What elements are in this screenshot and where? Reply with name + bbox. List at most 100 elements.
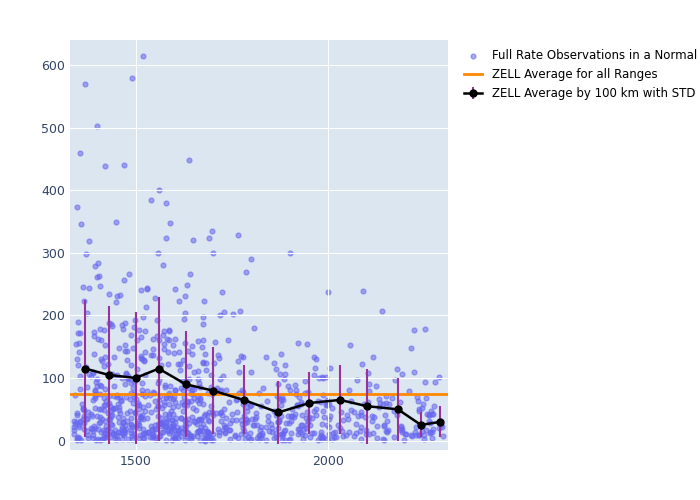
Full Rate Observations in a Normal Point (161, 198, 172, 206)
Full Rate Observations in a Normal Point (224, 426, 235, 434)
Full Rate Observations in a Normal Point (140, 326, 151, 334)
Full Rate Observations in a Normal Point (175, 424, 186, 432)
Full Rate Observations in a Normal Point (278, 374, 289, 382)
Full Rate Observations in a Normal Point (108, 392, 120, 400)
Full Rate Observations in a Normal Point (206, 408, 218, 416)
Full Rate Observations in a Normal Point (370, 382, 382, 390)
Full Rate Observations in a Normal Point (304, 422, 316, 430)
Full Rate Observations in a Normal Point (413, 405, 424, 413)
Full Rate Observations in a Normal Point (237, 420, 248, 428)
Full Rate Observations in a Normal Point (104, 290, 115, 298)
Full Rate Observations in a Normal Point (120, 392, 132, 400)
Full Rate Observations in a Normal Point (155, 414, 167, 422)
Full Rate Observations in a Normal Point (201, 428, 212, 436)
Full Rate Observations in a Normal Point (99, 341, 111, 349)
Full Rate Observations in a Normal Point (198, 412, 209, 420)
Full Rate Observations in a Normal Point (77, 416, 88, 424)
Full Rate Observations in a Normal Point (71, 203, 83, 211)
Full Rate Observations in a Normal Point (130, 408, 141, 416)
Full Rate Observations in a Normal Point (411, 423, 422, 431)
Full Rate Observations in a Normal Point (265, 420, 276, 428)
Full Rate Observations in a Normal Point (254, 435, 265, 443)
Full Rate Observations in a Normal Point (342, 412, 353, 420)
Full Rate Observations in a Normal Point (125, 406, 136, 414)
Full Rate Observations in a Normal Point (148, 388, 160, 396)
Full Rate Observations in a Normal Point (244, 402, 256, 410)
Full Rate Observations in a Normal Point (117, 325, 128, 333)
Full Rate Observations in a Normal Point (188, 432, 199, 440)
Full Rate Observations in a Normal Point (202, 434, 213, 442)
Full Rate Observations in a Normal Point (71, 418, 82, 426)
Full Rate Observations in a Normal Point (302, 408, 313, 416)
Full Rate Observations in a Normal Point (104, 415, 115, 423)
Full Rate Observations in a Normal Point (254, 432, 265, 440)
Full Rate Observations in a Normal Point (399, 436, 410, 444)
Full Rate Observations in a Normal Point (167, 420, 178, 428)
Full Rate Observations in a Normal Point (435, 422, 446, 430)
Full Rate Observations in a Normal Point (247, 415, 258, 423)
Full Rate Observations in a Normal Point (206, 390, 217, 398)
Full Rate Observations in a Normal Point (103, 408, 114, 416)
Full Rate Observations in a Normal Point (363, 370, 374, 378)
Full Rate Observations in a Normal Point (344, 341, 356, 349)
Full Rate Observations in a Normal Point (125, 361, 136, 369)
Full Rate Observations in a Normal Point (179, 421, 190, 429)
Full Rate Observations in a Normal Point (321, 436, 332, 444)
Full Rate Observations in a Normal Point (71, 408, 83, 416)
Full Rate Observations in a Normal Point (107, 404, 118, 412)
Full Rate Observations in a Normal Point (253, 432, 265, 440)
Full Rate Observations in a Normal Point (94, 282, 106, 290)
Full Rate Observations in a Normal Point (164, 394, 176, 402)
Full Rate Observations in a Normal Point (166, 416, 177, 424)
Full Rate Observations in a Normal Point (106, 370, 117, 378)
Full Rate Observations in a Normal Point (153, 186, 164, 194)
Full Rate Observations in a Normal Point (179, 416, 190, 424)
Full Rate Observations in a Normal Point (345, 406, 356, 413)
Full Rate Observations in a Normal Point (362, 398, 373, 406)
Full Rate Observations in a Normal Point (156, 404, 167, 412)
Full Rate Observations in a Normal Point (160, 422, 171, 430)
Full Rate Observations in a Normal Point (425, 406, 436, 414)
Full Rate Observations in a Normal Point (72, 433, 83, 441)
Full Rate Observations in a Normal Point (276, 393, 288, 401)
Full Rate Observations in a Normal Point (136, 386, 148, 394)
Full Rate Observations in a Normal Point (178, 386, 189, 394)
Full Rate Observations in a Normal Point (93, 418, 104, 426)
Full Rate Observations in a Normal Point (75, 329, 86, 337)
Full Rate Observations in a Normal Point (161, 436, 172, 444)
Full Rate Observations in a Normal Point (99, 326, 110, 334)
Full Rate Observations in a Normal Point (397, 370, 408, 378)
Full Rate Observations in a Normal Point (115, 396, 126, 404)
Full Rate Observations in a Normal Point (324, 430, 335, 438)
Full Rate Observations in a Normal Point (132, 336, 143, 344)
Full Rate Observations in a Normal Point (86, 424, 97, 432)
Full Rate Observations in a Normal Point (174, 348, 185, 356)
Full Rate Observations in a Normal Point (94, 390, 105, 398)
Full Rate Observations in a Normal Point (71, 340, 82, 348)
Full Rate Observations in a Normal Point (122, 435, 134, 443)
Full Rate Observations in a Normal Point (98, 434, 109, 442)
Full Rate Observations in a Normal Point (116, 374, 127, 382)
Full Rate Observations in a Normal Point (202, 411, 213, 419)
Full Rate Observations in a Normal Point (239, 412, 250, 420)
Full Rate Observations in a Normal Point (405, 431, 416, 439)
Full Rate Observations in a Normal Point (176, 414, 187, 422)
Full Rate Observations in a Normal Point (131, 372, 142, 380)
Full Rate Observations in a Normal Point (174, 366, 186, 374)
Full Rate Observations in a Normal Point (150, 396, 161, 404)
Full Rate Observations in a Normal Point (113, 344, 125, 352)
Full Rate Observations in a Normal Point (139, 429, 150, 437)
Full Rate Observations in a Normal Point (159, 401, 170, 409)
Full Rate Observations in a Normal Point (188, 417, 199, 425)
Full Rate Observations in a Normal Point (138, 404, 149, 411)
Full Rate Observations in a Normal Point (158, 398, 169, 406)
Full Rate Observations in a Normal Point (372, 422, 383, 430)
Full Rate Observations in a Normal Point (314, 433, 326, 441)
Full Rate Observations in a Normal Point (293, 340, 304, 347)
Full Rate Observations in a Normal Point (323, 423, 335, 431)
Full Rate Observations in a Normal Point (198, 296, 209, 304)
Full Rate Observations in a Normal Point (195, 396, 206, 404)
Full Rate Observations in a Normal Point (309, 429, 320, 437)
Full Rate Observations in a Normal Point (151, 436, 162, 444)
Full Rate Observations in a Normal Point (175, 384, 186, 392)
